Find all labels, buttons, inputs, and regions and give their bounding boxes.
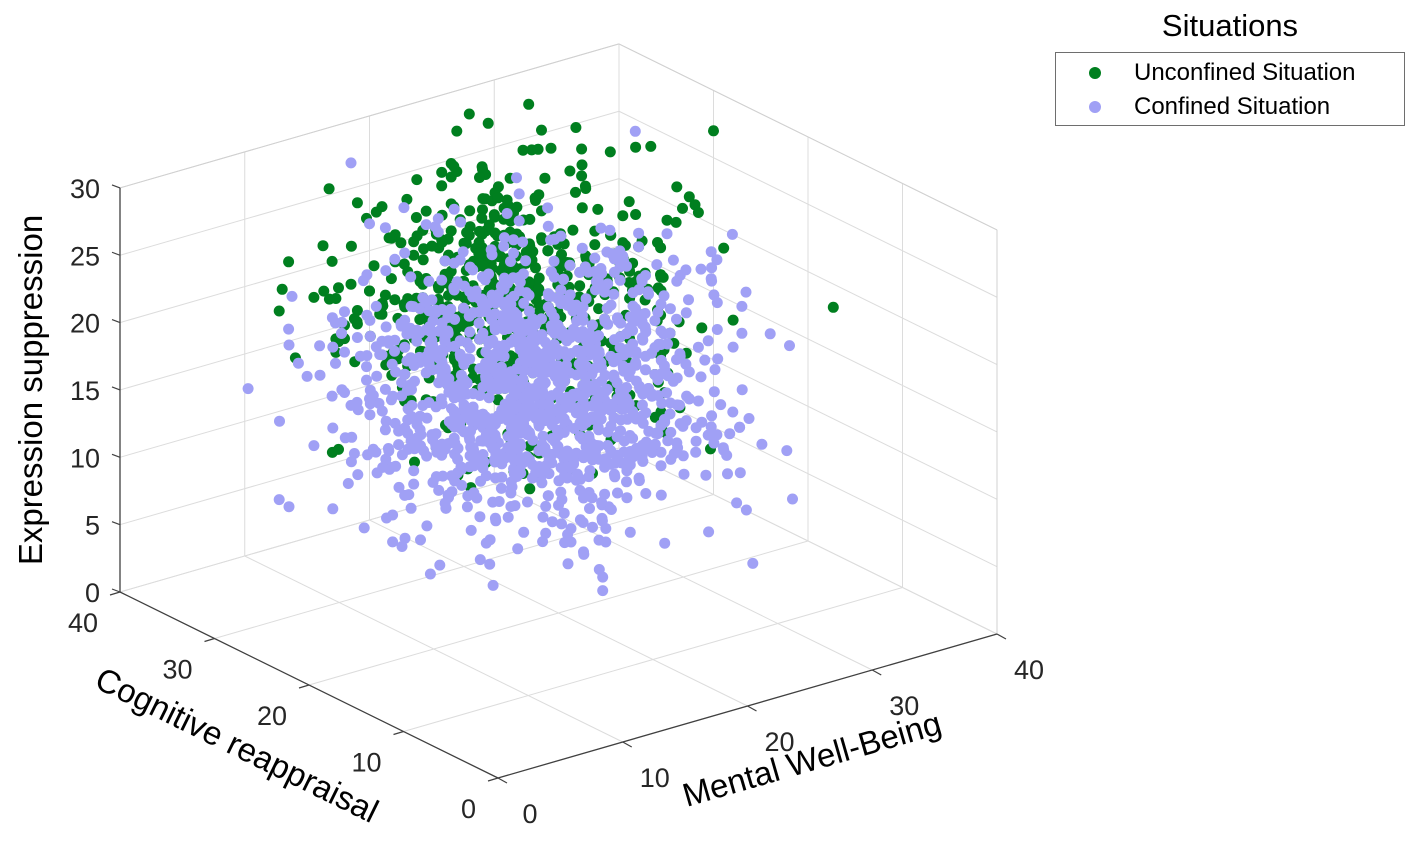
tick-label: 0 <box>522 799 537 829</box>
tick-label: 10 <box>640 763 670 793</box>
z-axis-label: Expression suppression <box>12 215 49 565</box>
tick-label: 30 <box>162 655 192 685</box>
tick-label: 20 <box>70 309 100 339</box>
x-axis-label: Mental Well-Being <box>678 704 945 814</box>
legend-item-confined: Confined Situation <box>1056 91 1330 123</box>
tick-label: 20 <box>257 701 287 731</box>
green-dot-icon <box>1089 67 1101 79</box>
legend: Unconfined Situation Confined Situation <box>1055 52 1405 126</box>
tick-label: 40 <box>1014 655 1044 685</box>
confined-points <box>242 125 798 597</box>
tick-label: 25 <box>70 241 100 271</box>
tick-label: 15 <box>70 376 100 406</box>
tick-label: 5 <box>85 511 100 541</box>
purple-dot-icon <box>1089 101 1101 113</box>
y-axis-label: Cognitive reappraisal <box>90 660 384 830</box>
tick-label: 30 <box>889 691 919 721</box>
tick-label: 30 <box>70 174 100 204</box>
legend-title: Situations <box>1161 8 1299 43</box>
legend-label: Unconfined Situation <box>1134 59 1356 86</box>
tick-label: 40 <box>68 608 98 638</box>
tick-label: 10 <box>351 748 381 778</box>
tick-label: 0 <box>461 794 476 824</box>
tick-label: 10 <box>70 443 100 473</box>
tick-label: 0 <box>85 578 100 608</box>
legend-label: Confined Situation <box>1134 93 1331 120</box>
tick-label: 20 <box>764 727 794 757</box>
legend-item-unconfined: Unconfined Situation <box>1056 57 1355 89</box>
axes <box>109 184 1007 784</box>
